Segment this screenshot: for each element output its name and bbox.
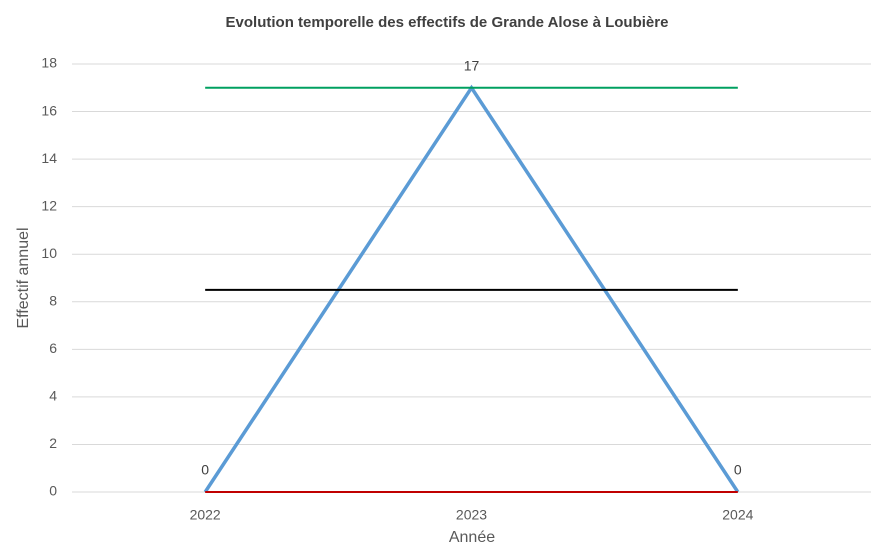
- y-tick-label: 12: [41, 197, 57, 213]
- y-tick-label: 0: [49, 483, 57, 499]
- x-tick-label: 2024: [722, 507, 753, 523]
- y-tick-label: 10: [41, 245, 57, 261]
- data-label: 0: [201, 462, 209, 478]
- y-tick-label: 16: [41, 102, 57, 118]
- y-axis-title: Effectif annuel: [15, 227, 32, 328]
- x-tick-label: 2022: [190, 507, 221, 523]
- y-tick-label: 14: [41, 150, 57, 166]
- y-tick-label: 18: [41, 55, 57, 71]
- chart-title: Evolution temporelle des effectifs de Gr…: [226, 14, 669, 31]
- y-tick-label: 8: [49, 292, 57, 308]
- x-axis-title: Année: [449, 529, 495, 546]
- y-tick-label: 2: [49, 435, 57, 451]
- data-label: 0: [734, 462, 742, 478]
- y-tick-label: 4: [49, 388, 57, 404]
- y-tick-label: 6: [49, 340, 57, 356]
- x-tick-label: 2023: [456, 507, 487, 523]
- data-label: 17: [464, 57, 480, 73]
